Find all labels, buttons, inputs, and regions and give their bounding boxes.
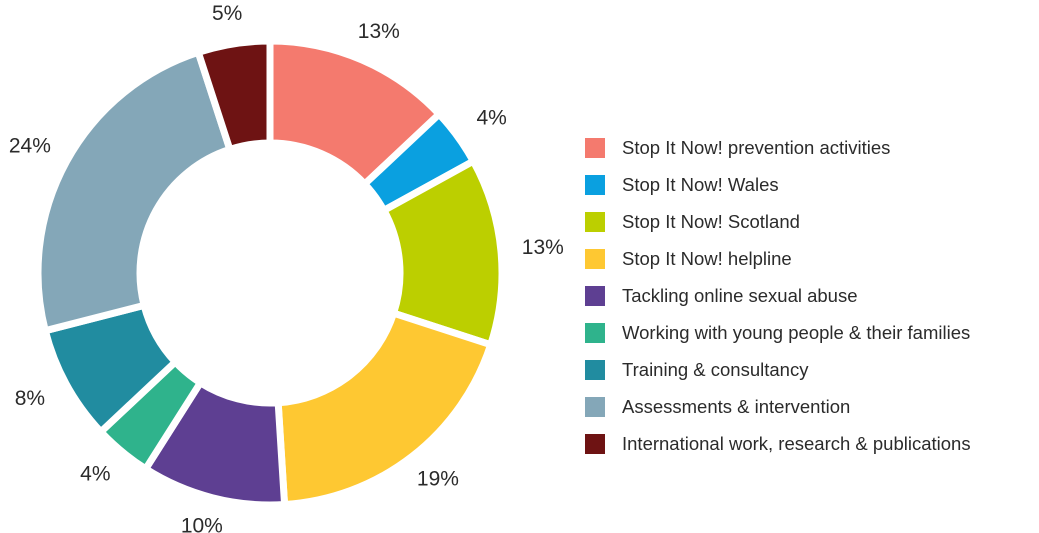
donut-slice	[34, 47, 235, 335]
legend-label: Working with young people & their famili…	[622, 322, 970, 343]
data-label: 10%	[181, 514, 223, 533]
legend-swatch	[585, 175, 605, 195]
donut-slice	[193, 37, 274, 154]
data-label: 4%	[476, 107, 506, 130]
legend-swatch	[585, 286, 605, 306]
legend-swatch	[585, 360, 605, 380]
legend-label: Stop It Now! Wales	[622, 174, 779, 195]
legend-label: Stop It Now! Scotland	[622, 211, 800, 232]
legend-label: Assessments & intervention	[622, 396, 850, 417]
donut-slice	[274, 308, 496, 509]
legend-swatch	[585, 397, 605, 417]
data-label: 19%	[417, 468, 459, 491]
legend-label: Tackling online sexual abuse	[622, 285, 858, 306]
legend-swatch	[585, 249, 605, 269]
data-label: 8%	[15, 387, 45, 410]
legend-label: Stop It Now! prevention activities	[622, 137, 890, 158]
data-label: 4%	[80, 462, 110, 485]
legend-swatch	[585, 138, 605, 158]
legend-swatch	[585, 323, 605, 343]
legend-swatch	[585, 434, 605, 454]
legend-label: Stop It Now! helpline	[622, 248, 792, 269]
legend-label: Training & consultancy	[622, 359, 809, 380]
legend-label: International work, research & publicati…	[622, 433, 971, 454]
data-label: 5%	[212, 2, 242, 25]
data-label: 13%	[522, 236, 564, 259]
data-label: 13%	[358, 20, 400, 43]
data-label: 24%	[9, 134, 51, 157]
legend-swatch	[585, 212, 605, 232]
